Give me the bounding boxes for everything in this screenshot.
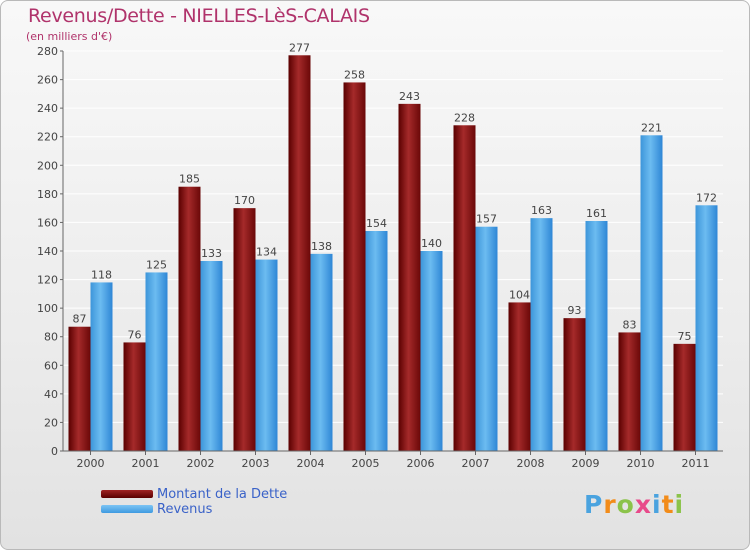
proxiti-logo: Proxiti [584, 490, 684, 519]
logo-letter: o [616, 490, 635, 519]
logo-letter: i [652, 490, 662, 519]
bar-revenus-2011 [695, 205, 718, 451]
y-tick-label: 100 [37, 302, 58, 315]
y-tick-label: 180 [37, 188, 58, 201]
bar-dette-2007 [453, 125, 476, 452]
x-tick-label: 2005 [352, 457, 380, 470]
y-tick-label: 0 [51, 445, 58, 458]
bar-dette-2003 [233, 208, 256, 451]
data-label-revenus-2007: 157 [476, 213, 497, 226]
data-label-revenus-2010: 221 [641, 121, 662, 134]
bar-dette-2005 [343, 82, 366, 451]
x-tick-label: 2001 [132, 457, 160, 470]
bar-dette-2009 [563, 318, 586, 451]
data-label-revenus-2011: 172 [696, 191, 717, 204]
data-label-revenus-2001: 125 [146, 258, 167, 271]
data-label-dette-2003: 170 [234, 194, 255, 207]
bar-revenus-2000 [90, 282, 113, 451]
bar-revenus-2008 [530, 218, 553, 451]
x-tick-label: 2007 [462, 457, 490, 470]
x-tick-label: 2003 [242, 457, 270, 470]
data-label-dette-2007: 228 [454, 111, 475, 124]
y-tick-label: 280 [37, 45, 58, 58]
bar-dette-2004 [288, 55, 311, 452]
data-label-revenus-2009: 161 [586, 207, 607, 220]
y-tick-label: 260 [37, 74, 58, 87]
y-tick-label: 80 [44, 331, 58, 344]
y-tick-label: 160 [37, 216, 58, 229]
y-tick-label: 200 [37, 159, 58, 172]
bar-revenus-2005 [365, 231, 388, 451]
logo-letter: P [584, 490, 604, 519]
x-tick-label: 2008 [517, 457, 545, 470]
chart-subtitle: (en milliers d'€) [26, 30, 113, 43]
chart-title: Revenus/Dette - NIELLES-LèS-CALAIS [28, 5, 370, 27]
y-tick-label: 20 [44, 416, 58, 429]
bar-revenus-2002 [200, 261, 223, 451]
x-tick-label: 2004 [297, 457, 325, 470]
legend-label-revenus: Revenus [157, 502, 213, 517]
bar-revenus-2010 [640, 135, 663, 452]
bar-dette-2008 [508, 302, 531, 451]
data-label-dette-2009: 93 [568, 304, 582, 317]
bar-dette-2001 [123, 342, 146, 451]
data-label-dette-2001: 76 [128, 328, 142, 341]
y-tick-label: 140 [37, 245, 58, 258]
legend-swatch-revenus [101, 505, 153, 513]
logo-letter: t [661, 490, 675, 519]
data-label-revenus-2004: 138 [311, 240, 332, 253]
x-tick-label: 2010 [627, 457, 655, 470]
logo-letter: r [603, 490, 617, 519]
data-label-dette-2008: 104 [509, 288, 530, 301]
bar-dette-2002 [178, 186, 201, 451]
x-tick-label: 2006 [407, 457, 435, 470]
x-tick-label: 2011 [682, 457, 710, 470]
bar-dette-2006 [398, 103, 421, 451]
data-label-dette-2002: 185 [179, 173, 200, 186]
data-label-dette-2005: 258 [344, 68, 365, 81]
bar-dette-2011 [673, 343, 696, 451]
logo-letter: x [634, 490, 652, 519]
logo-letter: i [674, 490, 685, 519]
bar-revenus-2007 [475, 226, 498, 451]
bar-dette-2010 [618, 332, 641, 451]
data-label-revenus-2005: 154 [366, 217, 387, 230]
y-tick-label: 240 [37, 102, 58, 115]
data-label-dette-2004: 277 [289, 41, 310, 54]
data-label-dette-2006: 243 [399, 90, 420, 103]
data-label-dette-2000: 87 [73, 313, 87, 326]
y-tick-label: 220 [37, 131, 58, 144]
data-label-revenus-2000: 118 [91, 268, 112, 281]
legend-swatch-dette [101, 490, 153, 498]
data-label-revenus-2003: 134 [256, 246, 277, 259]
y-tick-label: 40 [44, 388, 58, 401]
bar-revenus-2001 [145, 272, 168, 451]
data-label-revenus-2008: 163 [531, 204, 552, 217]
x-tick-label: 2000 [77, 457, 105, 470]
bar-revenus-2003 [255, 259, 278, 451]
bar-revenus-2009 [585, 221, 608, 451]
y-tick-label: 120 [37, 274, 58, 287]
data-label-dette-2010: 83 [623, 318, 637, 331]
data-label-revenus-2006: 140 [421, 237, 442, 250]
x-tick-label: 2009 [572, 457, 600, 470]
x-tick-label: 2002 [187, 457, 215, 470]
bar-dette-2000 [68, 326, 91, 451]
data-label-dette-2011: 75 [678, 330, 692, 343]
y-tick-label: 60 [44, 359, 58, 372]
legend-label-dette: Montant de la Dette [157, 487, 288, 502]
bar-revenus-2004 [310, 253, 333, 451]
bar-revenus-2006 [420, 251, 443, 451]
data-label-revenus-2002: 133 [201, 247, 222, 260]
